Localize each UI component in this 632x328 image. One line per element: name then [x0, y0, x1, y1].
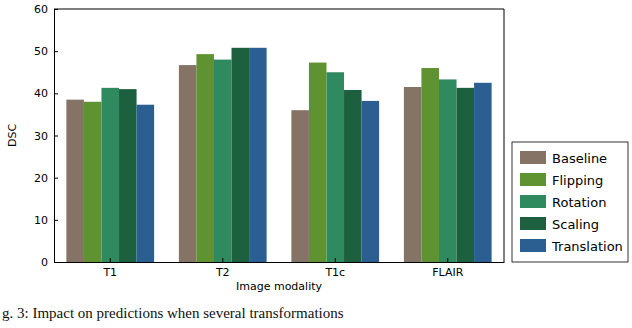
- bars: [66, 48, 491, 262]
- bar: [84, 102, 102, 262]
- tick-label: T1c: [324, 266, 345, 279]
- tick: 40: [34, 87, 58, 100]
- tick-label: 20: [34, 172, 48, 185]
- tick-label: T1: [102, 266, 117, 279]
- legend-swatch: [520, 173, 546, 186]
- tick-mark: [54, 51, 58, 52]
- bar-series: [119, 48, 474, 262]
- legend-entry: Scaling: [520, 217, 599, 232]
- tick: 30: [34, 130, 58, 143]
- bar: [179, 65, 197, 262]
- bar: [137, 105, 155, 262]
- legend-label: Scaling: [552, 217, 599, 232]
- legend-swatch: [520, 239, 546, 252]
- tick-label: T2: [215, 266, 230, 279]
- caption: g. 3: Impact on predictions when several…: [2, 305, 344, 321]
- tick: T1: [102, 258, 117, 279]
- legend-swatch: [520, 151, 546, 164]
- bar: [457, 88, 475, 262]
- tick: FLAIR: [432, 258, 463, 279]
- tick-mark: [54, 178, 58, 179]
- tick: T1c: [324, 258, 345, 279]
- tick-mark: [54, 220, 58, 221]
- tick-label: 40: [34, 87, 48, 100]
- x-axis-title: Image modality: [236, 280, 323, 293]
- axis-line: [55, 262, 505, 263]
- tick: 60: [34, 3, 58, 16]
- bar: [214, 60, 232, 262]
- bar: [439, 79, 457, 262]
- tick-label: 50: [34, 45, 48, 58]
- y-axis-title: DSC: [6, 124, 19, 147]
- legend-label: Rotation: [552, 195, 606, 210]
- bar: [421, 68, 439, 262]
- legend-swatch: [520, 217, 546, 230]
- tick-mark: [447, 258, 448, 262]
- tick-mark: [54, 93, 58, 94]
- bar: [232, 48, 250, 262]
- tick: 50: [34, 45, 58, 58]
- bar: [326, 72, 344, 262]
- plot: 0 10 20 30 40 50 60 T1 T2 T1c FLAIR: [34, 3, 505, 279]
- legend-frame: [512, 142, 628, 262]
- bar: [404, 87, 422, 262]
- legend-entry: Rotation: [520, 195, 606, 210]
- bar: [474, 83, 492, 262]
- chart: 0 10 20 30 40 50 60 T1 T2 T1c FLAIR Image modality D…: [0, 0, 632, 328]
- tick-label: 60: [34, 3, 48, 16]
- tick-mark: [110, 258, 111, 262]
- bar: [101, 88, 119, 262]
- tick-label: FLAIR: [432, 266, 463, 279]
- frame: [504, 9, 505, 262]
- legend-entry: Translation: [520, 239, 623, 254]
- bar: [196, 54, 214, 262]
- tick-mark: [222, 258, 223, 262]
- bar: [66, 100, 84, 262]
- bar: [119, 89, 137, 262]
- frame: [54, 9, 504, 10]
- tick: 10: [34, 214, 58, 227]
- bar: [249, 48, 267, 262]
- x-axis: T1 T2 T1c FLAIR: [55, 258, 505, 279]
- tick-mark: [335, 258, 336, 262]
- bar: [344, 90, 362, 262]
- bar-series: [101, 60, 456, 262]
- legend-label: Flipping: [552, 173, 603, 188]
- bar-series: [137, 48, 492, 262]
- tick-mark: [54, 136, 58, 137]
- y-axis: 0 10 20 30 40 50 60: [34, 3, 58, 269]
- tick: T2: [215, 258, 230, 279]
- legend-label: Translation: [551, 239, 623, 254]
- legend: Baseline Flipping Rotation Scaling Translati…: [512, 142, 628, 262]
- legend-entry: Flipping: [520, 173, 603, 188]
- legend-swatch: [520, 195, 546, 208]
- tick-label: 30: [34, 130, 48, 143]
- tick-label: 0: [41, 256, 48, 269]
- legend-entry: Baseline: [520, 151, 607, 166]
- bar: [291, 110, 309, 262]
- legend-label: Baseline: [552, 151, 607, 166]
- tick: 20: [34, 172, 58, 185]
- tick-label: 10: [34, 214, 48, 227]
- bar: [309, 63, 327, 262]
- bar: [362, 101, 380, 262]
